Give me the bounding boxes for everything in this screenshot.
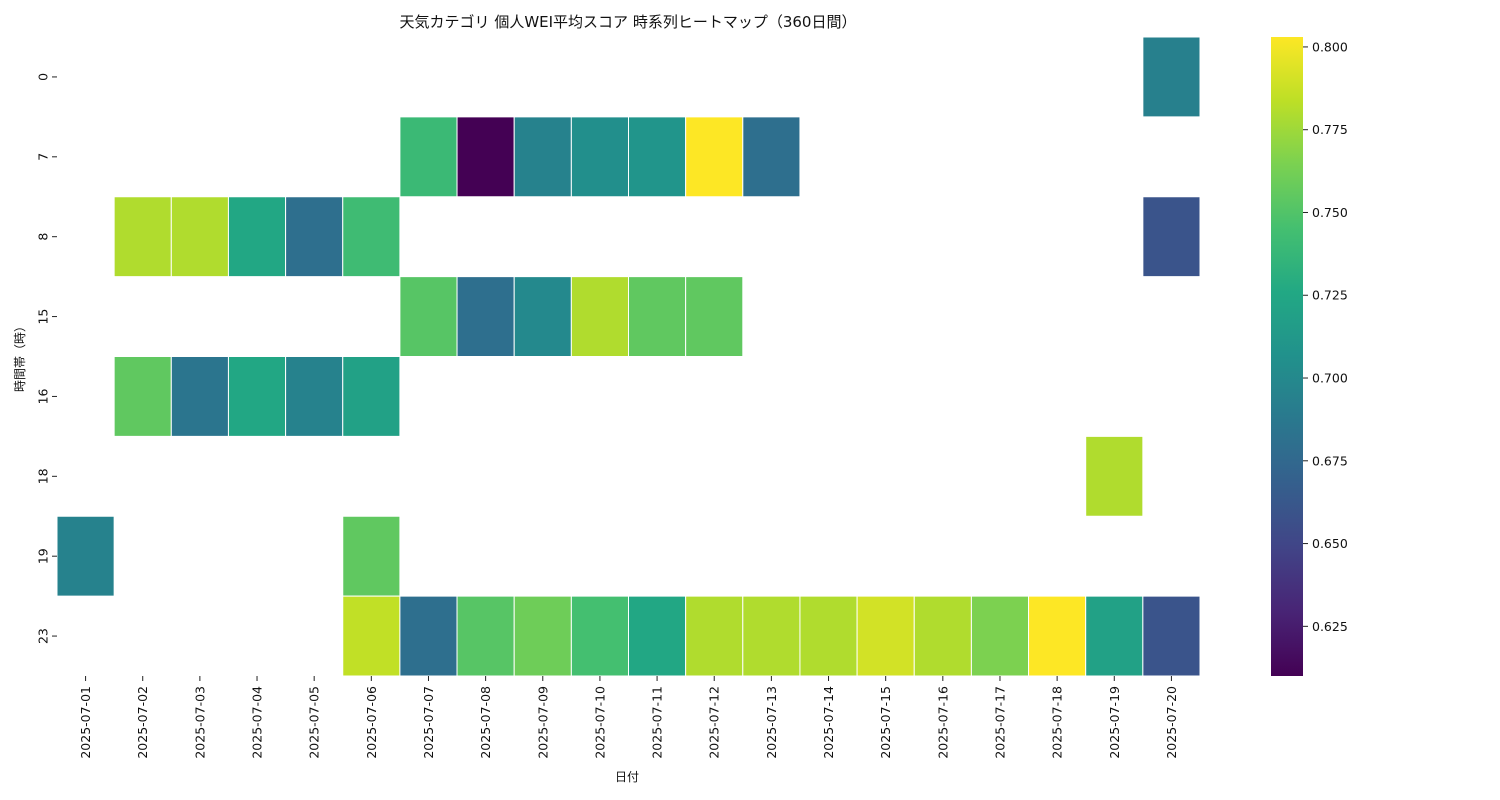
heatmap-cell [570, 276, 629, 357]
y-tick-label: 23 [36, 628, 51, 644]
heatmap-cell [1142, 196, 1201, 278]
colorbar-tick-label: 0.650 [1312, 536, 1348, 551]
y-tick-label: 18 [36, 468, 51, 484]
colorbar-tick-label: 0.775 [1312, 122, 1348, 137]
x-tick-label: 2025-07-02 [135, 686, 150, 759]
heatmap-cell [456, 116, 515, 198]
x-tick-label: 2025-07-19 [1107, 686, 1122, 759]
y-tick-label: 15 [36, 309, 51, 325]
x-tick-label: 2025-07-18 [1050, 686, 1065, 759]
heatmap-cell [513, 595, 572, 677]
heatmap-cell [570, 116, 629, 198]
heatmap-cell [342, 515, 401, 597]
y-tick-label: 7 [36, 153, 51, 161]
x-tick-label: 2025-07-10 [592, 686, 607, 759]
y-tick-label: 16 [36, 388, 51, 404]
heatmap-cell [56, 515, 115, 597]
heatmap-cell [1142, 36, 1201, 118]
colorbar-tick-label: 0.725 [1312, 288, 1348, 303]
y-tick-label: 19 [36, 548, 51, 564]
heatmap-cell [685, 276, 744, 357]
y-axis-ticks: 0 7 8 15 16 18 19 23 [36, 73, 57, 644]
x-tick-label: 2025-07-04 [250, 686, 265, 759]
colorbar-tick-label: 0.750 [1312, 205, 1348, 220]
heatmap-cell [970, 595, 1030, 677]
heatmap-cell [799, 595, 858, 677]
y-tick-label: 8 [36, 233, 51, 241]
y-tick-label: 0 [36, 73, 51, 81]
heatmap-cell [1085, 435, 1144, 517]
heatmap-cell [399, 276, 458, 357]
x-axis-label: 日付 [615, 770, 639, 784]
x-tick-label: 2025-07-07 [421, 686, 436, 759]
heatmap-cells [56, 36, 1201, 677]
colorbar-tick-label: 0.625 [1312, 619, 1348, 634]
heatmap-cell [628, 595, 687, 677]
x-tick-label: 2025-07-14 [821, 686, 836, 759]
colorbar-tick-label: 0.675 [1312, 453, 1348, 468]
heatmap-cell [628, 116, 687, 198]
heatmap-cell [1085, 595, 1144, 677]
heatmap-cell [227, 196, 287, 278]
x-tick-label: 2025-07-13 [764, 686, 779, 759]
x-tick-label: 2025-07-12 [707, 686, 722, 759]
heatmap-cell [285, 196, 344, 278]
x-tick-label: 2025-07-05 [307, 686, 322, 759]
x-tick-label: 2025-07-15 [878, 686, 893, 759]
heatmap-cell [685, 595, 744, 677]
heatmap-cell [399, 595, 458, 677]
x-tick-label: 2025-07-06 [364, 686, 379, 759]
heatmap-cell [1142, 595, 1201, 677]
heatmap-cell [113, 356, 172, 437]
heatmap-cell [513, 276, 572, 357]
heatmap-cell [742, 595, 801, 677]
heatmap-cell [170, 356, 229, 437]
chart-title: 天気カテゴリ 個人WEI平均スコア 時系列ヒートマップ（360日間） [400, 13, 857, 31]
x-tick-label: 2025-07-03 [192, 686, 207, 759]
x-axis-ticks: 2025-07-01 2025-07-02 2025-07-03 2025-07-04… [78, 676, 1179, 759]
x-tick-label: 2025-07-16 [935, 686, 950, 759]
heatmap-cell [342, 595, 401, 677]
colorbar-tick-label: 0.700 [1312, 371, 1348, 386]
heatmap-cell [285, 356, 344, 437]
heatmap-cell [113, 196, 172, 278]
x-tick-label: 2025-07-11 [650, 686, 665, 759]
heatmap-cell [456, 276, 515, 357]
heatmap-cell [742, 116, 801, 198]
colorbar-tick-label: 0.800 [1312, 39, 1348, 54]
heatmap-cell [1028, 595, 1087, 677]
heatmap-cell [570, 595, 629, 677]
heatmap-cell [513, 116, 572, 198]
heatmap-cell [342, 196, 401, 278]
x-tick-label: 2025-07-20 [1164, 686, 1179, 759]
heatmap-cell [628, 276, 687, 357]
heatmap-cell [856, 595, 915, 677]
colorbar [1271, 37, 1303, 676]
y-axis-label: 時間帯（時） [13, 320, 27, 392]
colorbar-ticks: 0.625 0.650 0.675 0.700 0.725 0.750 0.775 0.800 [1303, 39, 1348, 634]
x-tick-label: 2025-07-01 [78, 686, 93, 759]
heatmap-cell [913, 595, 972, 677]
heatmap-cell [170, 196, 229, 278]
x-tick-label: 2025-07-09 [535, 686, 550, 759]
heatmap-cell [685, 116, 744, 198]
heatmap-cell [456, 595, 515, 677]
heatmap-cell [227, 356, 287, 437]
x-tick-label: 2025-07-08 [478, 686, 493, 759]
heatmap-cell [399, 116, 458, 198]
x-tick-label: 2025-07-17 [992, 686, 1007, 759]
heatmap-cell [342, 356, 401, 437]
